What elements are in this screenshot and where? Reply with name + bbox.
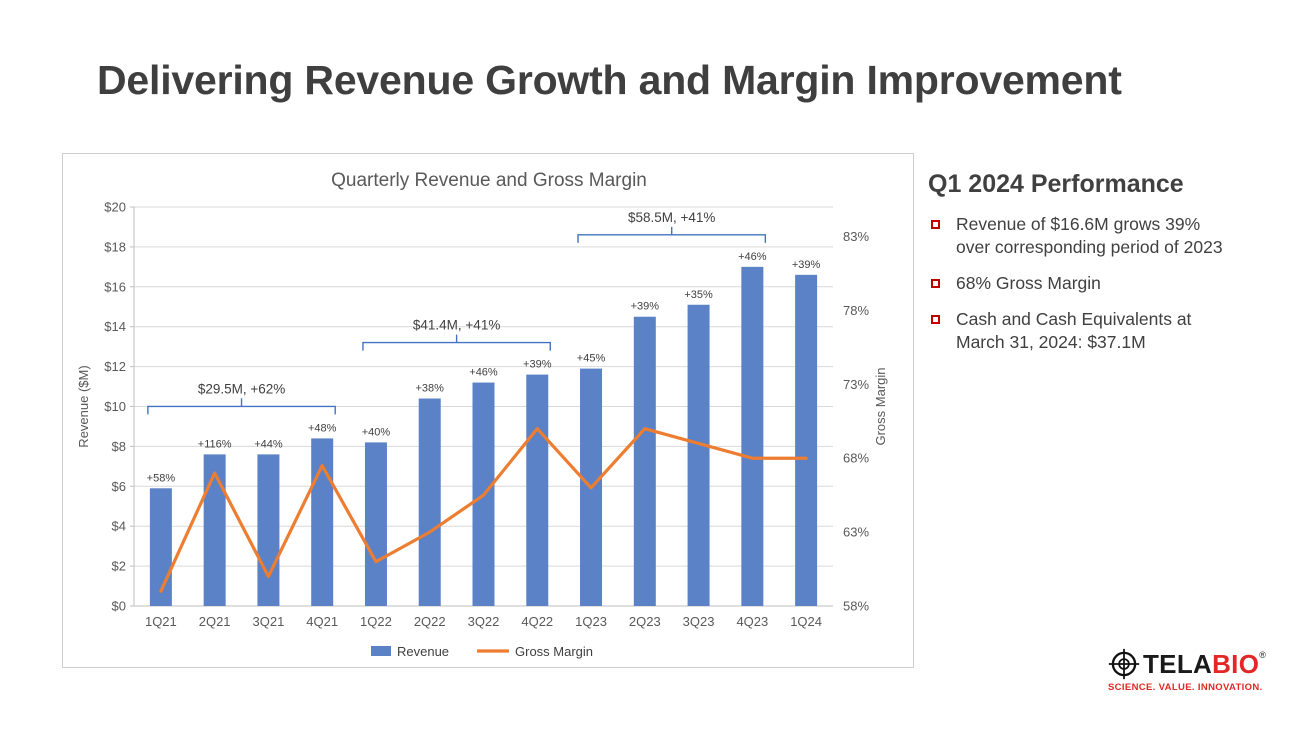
performance-bullet: Revenue of $16.6M grows 39% over corresp… <box>928 213 1233 259</box>
revenue-bar <box>364 442 387 606</box>
annotation-bracket <box>577 226 767 243</box>
revenue-bar <box>741 266 764 606</box>
left-axis-tick-label: $12 <box>104 359 126 374</box>
x-axis-category-label: 4Q22 <box>521 614 553 629</box>
bar-growth-label: +116% <box>198 438 232 450</box>
bar-growth-label: +35% <box>684 289 713 301</box>
right-axis-tick-label: 63% <box>843 525 869 540</box>
performance-bullet-text: Cash and Cash Equivalents at March 31, 2… <box>956 309 1192 353</box>
legend-revenue-swatch <box>371 646 391 656</box>
bar-growth-label: +39% <box>631 301 660 313</box>
bar-growth-label: +39% <box>523 359 552 371</box>
revenue-bar <box>633 316 656 606</box>
performance-bullet-text: 68% Gross Margin <box>956 273 1101 294</box>
logo-row: TELABIO® <box>1108 648 1266 680</box>
revenue-bar <box>203 454 226 606</box>
gross-margin-line <box>159 427 808 593</box>
left-axis-tick-label: $6 <box>112 479 126 494</box>
left-axis-tick-label: $2 <box>112 559 126 574</box>
revenue-bar <box>795 274 818 606</box>
bar-growth-label: +38% <box>416 383 445 395</box>
left-axis-tick-label: $10 <box>104 399 126 414</box>
performance-bullet: 68% Gross Margin <box>928 272 1233 295</box>
x-axis-category-label: 3Q22 <box>468 614 500 629</box>
logo-wordmark: TELABIO® <box>1143 649 1266 680</box>
right-axis-tick-label: 78% <box>843 303 869 318</box>
logo-bio: BIO <box>1212 648 1260 679</box>
telabio-target-icon <box>1108 648 1140 680</box>
performance-bullet-text: Revenue of $16.6M grows 39% over corresp… <box>956 214 1223 258</box>
x-axis-category-label: 2Q21 <box>199 614 231 629</box>
performance-panel: Q1 2024 Performance Revenue of $16.6M gr… <box>928 170 1233 367</box>
x-axis-category-label: 4Q23 <box>736 614 768 629</box>
x-axis-category-label: 2Q22 <box>414 614 446 629</box>
performance-bullet: Cash and Cash Equivalents at March 31, 2… <box>928 308 1233 354</box>
bar-growth-label: +45% <box>577 353 606 365</box>
right-axis-tick-label: 73% <box>843 377 869 392</box>
bar-growth-label: +48% <box>308 422 337 434</box>
registered-mark: ® <box>1259 649 1267 660</box>
legend-revenue-label: Revenue <box>397 644 449 659</box>
left-axis-tick-label: $16 <box>104 279 126 294</box>
performance-bullet-list: Revenue of $16.6M grows 39% over corresp… <box>928 213 1233 354</box>
legend-margin-label: Gross Margin <box>515 644 593 659</box>
annotation-label: $29.5M, +62% <box>198 381 285 396</box>
annotation-label: $41.4M, +41% <box>413 318 500 333</box>
bar-growth-label: +58% <box>147 472 176 484</box>
telabio-logo: TELABIO® SCIENCE. VALUE. INNOVATION. <box>1108 648 1266 694</box>
square-bullet-icon <box>931 315 940 325</box>
x-axis-category-label: 3Q21 <box>253 614 285 629</box>
left-axis-tick-label: $0 <box>112 599 126 614</box>
x-axis-category-label: 1Q23 <box>575 614 607 629</box>
left-axis-tick-label: $8 <box>112 439 126 454</box>
right-axis-title: Gross Margin <box>873 367 888 445</box>
bar-growth-label: +39% <box>792 259 821 271</box>
revenue-bar <box>687 304 710 606</box>
x-axis-category-label: 1Q22 <box>360 614 392 629</box>
left-axis-tick-label: $18 <box>104 239 126 254</box>
x-axis-category-label: 4Q21 <box>306 614 338 629</box>
revenue-bar <box>257 454 280 606</box>
left-axis-tick-label: $20 <box>104 200 126 215</box>
chart-panel: $0 $2 $4 $6 $8 $10 $12 $14 $16 $18 $20 58% 63% 68% 73%… <box>62 153 914 668</box>
left-axis-tick-label: $4 <box>112 519 126 534</box>
x-axis-category-label: 1Q24 <box>790 614 822 629</box>
chart-title: Quarterly Revenue and Gross Margin <box>331 170 647 191</box>
bar-growth-label: +40% <box>362 426 391 438</box>
revenue-margin-chart: $0 $2 $4 $6 $8 $10 $12 $14 $16 $18 $20 58% 63% 68% 73%… <box>76 170 888 659</box>
logo-tela: TELA <box>1143 648 1213 679</box>
annotation-bracket <box>147 398 336 415</box>
performance-heading: Q1 2024 Performance <box>928 170 1184 198</box>
x-axis-category-label: 2Q23 <box>629 614 661 629</box>
bar-growth-label: +46% <box>738 251 767 263</box>
annotation-label: $58.5M, +41% <box>628 210 715 225</box>
slide-title: Delivering Revenue Growth and Margin Imp… <box>97 57 1122 103</box>
revenue-bar <box>418 398 441 606</box>
x-axis-category-label: 3Q23 <box>683 614 715 629</box>
bar-growth-label: +44% <box>254 438 283 450</box>
right-axis-tick-label: 58% <box>843 599 869 614</box>
x-axis-category-label: 1Q21 <box>145 614 177 629</box>
square-bullet-icon <box>931 279 940 289</box>
revenue-bar <box>311 438 334 606</box>
annotation-bracket <box>362 334 551 351</box>
square-bullet-icon <box>931 220 940 229</box>
left-axis-tick-label: $14 <box>104 319 126 334</box>
logo-tagline: SCIENCE. VALUE. INNOVATION. <box>1108 682 1263 693</box>
revenue-bar <box>526 374 549 606</box>
bar-growth-label: +46% <box>469 367 498 379</box>
right-axis-tick-label: 83% <box>843 229 869 244</box>
right-axis-tick-label: 68% <box>843 451 869 466</box>
left-axis-title: Revenue ($M) <box>76 365 91 447</box>
